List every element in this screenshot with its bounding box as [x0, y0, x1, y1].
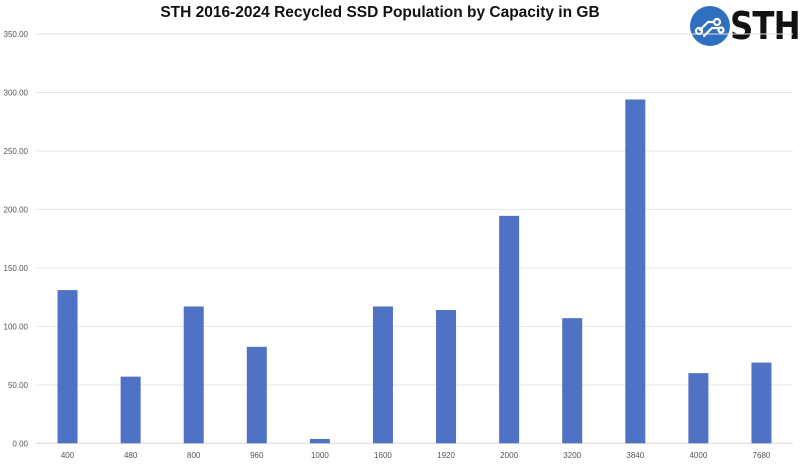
- y-tick-label: 300.00: [4, 88, 29, 97]
- bar-800: [183, 306, 204, 444]
- y-tick-label: 350.00: [4, 30, 29, 39]
- y-tick-label: 50.00: [8, 381, 29, 390]
- bar-4000: [688, 373, 709, 444]
- bar-400: [57, 290, 78, 444]
- bar-3840: [625, 99, 646, 444]
- chart-title: STH 2016-2024 Recycled SSD Population by…: [160, 4, 600, 21]
- y-tick-label: 200.00: [4, 205, 29, 214]
- bars: [57, 99, 772, 444]
- y-axis-ticks: 0.00 50.00 100.00 150.00 200.00 250.00 300.00 3…: [4, 30, 29, 448]
- x-tick-label: 400: [61, 451, 75, 460]
- x-tick-label: 960: [250, 451, 264, 460]
- x-tick-label: 1600: [374, 451, 392, 460]
- bar-3200: [562, 318, 583, 444]
- x-tick-label: 1000: [311, 451, 329, 460]
- y-tick-label: 100.00: [4, 322, 29, 331]
- x-tick-label: 7680: [753, 451, 771, 460]
- sth-logo: STH: [686, 4, 800, 48]
- y-tick-label: 150.00: [4, 264, 29, 273]
- circuit-icon: [690, 6, 730, 46]
- gridlines: [36, 33, 793, 444]
- bar-2000: [499, 215, 520, 444]
- x-tick-label: 3200: [563, 451, 581, 460]
- bar-7680: [751, 362, 772, 444]
- x-tick-label: 480: [124, 451, 138, 460]
- x-tick-label: 2000: [500, 451, 518, 460]
- bar-480: [120, 376, 141, 444]
- x-tick-label: 4000: [689, 451, 707, 460]
- logo-text: STH: [730, 4, 800, 48]
- x-tick-label: 1920: [437, 451, 455, 460]
- y-tick-label: 0.00: [12, 439, 28, 448]
- x-tick-label: 800: [187, 451, 201, 460]
- y-tick-label: 250.00: [4, 147, 29, 156]
- bar-1920: [436, 309, 457, 444]
- bar-960: [246, 346, 267, 444]
- x-axis-ticks: 400 480 800 960 1000 1600 1920 2000 3200 3840 4000…: [61, 451, 771, 460]
- x-tick-label: 3840: [626, 451, 644, 460]
- bar-1000: [309, 438, 330, 444]
- bar-1600: [372, 306, 393, 444]
